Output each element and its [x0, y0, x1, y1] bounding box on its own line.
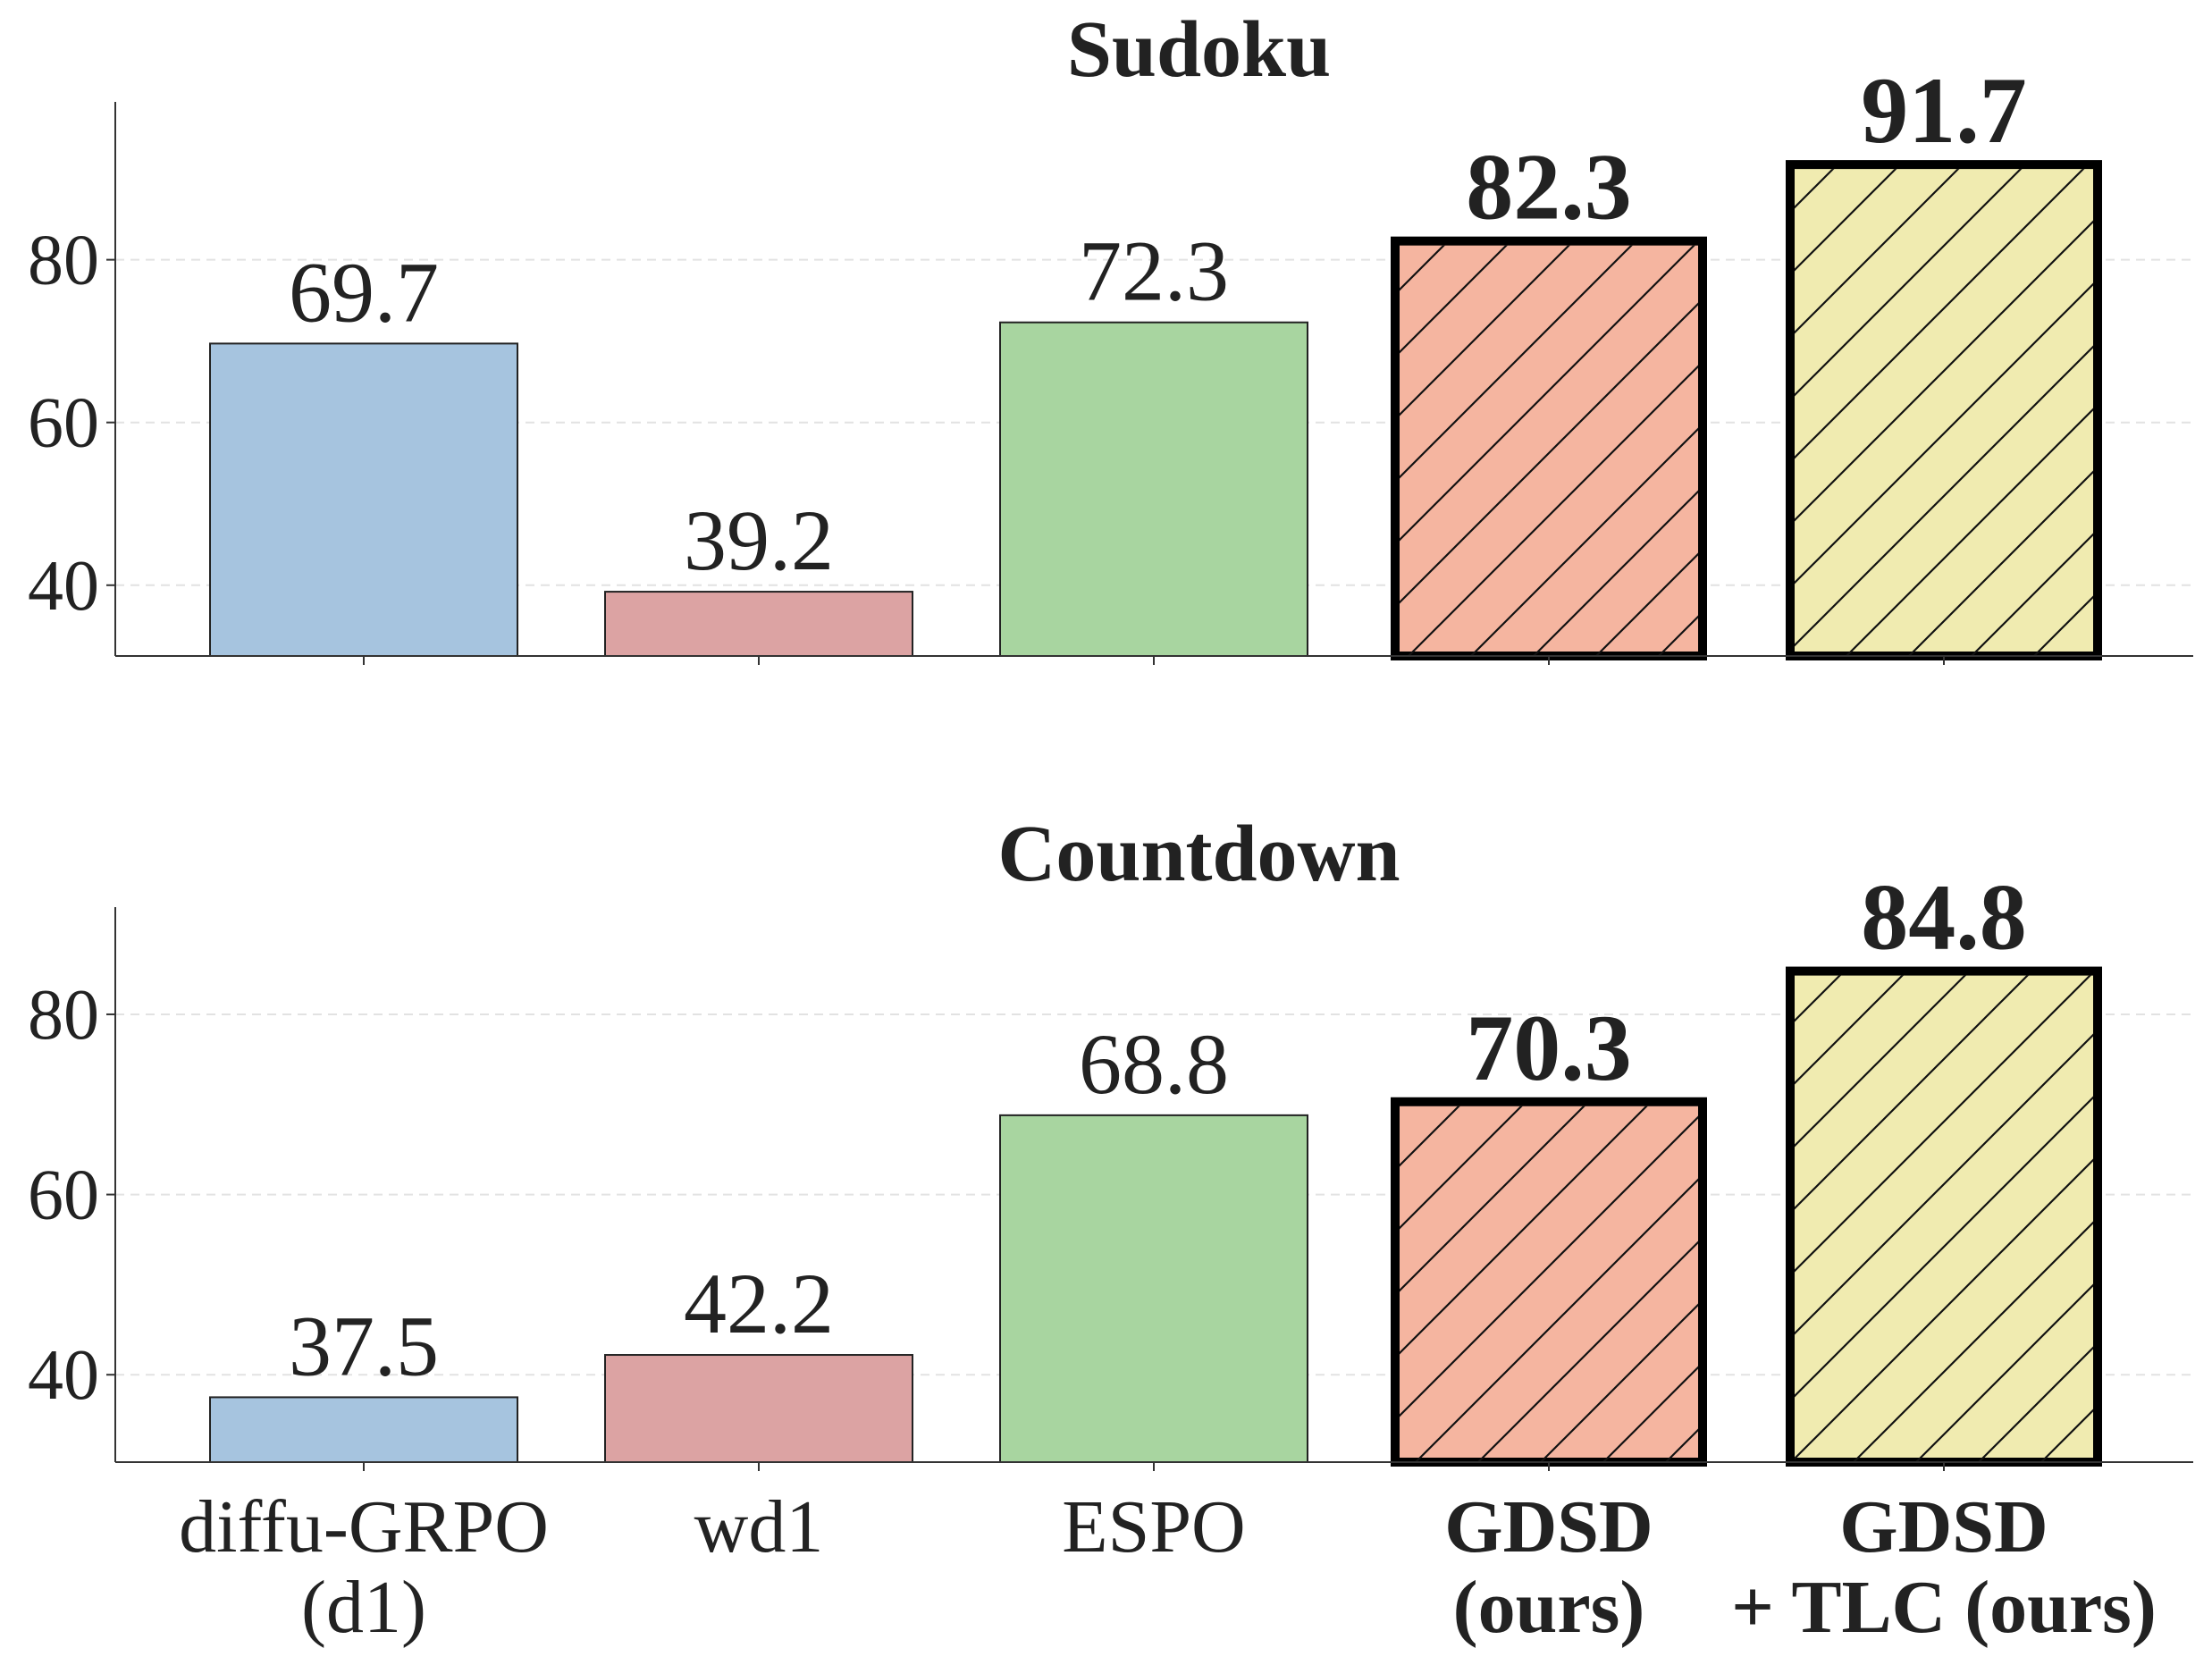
bar-hatch	[1400, 1106, 1698, 1462]
y-tick-label: 60	[28, 384, 99, 463]
bar-hatch	[1795, 169, 2093, 656]
x-tick-label-line: + TLC (ours)	[1731, 1566, 2157, 1649]
x-tick-label-line: (ours)	[1453, 1566, 1645, 1649]
x-tick-label-line: GDSD	[1444, 1485, 1653, 1568]
x-tick-label: diffu-GRPO (d1)	[179, 1485, 549, 1649]
y-tick-label: 40	[28, 1336, 99, 1415]
value-label: 42.2	[684, 1256, 834, 1351]
x-tick-label: ESPO	[1062, 1485, 1245, 1568]
value-label: 82.3	[1466, 135, 1632, 240]
bar	[209, 342, 518, 657]
y-tick-label: 80	[28, 222, 99, 300]
value-label: 37.5	[289, 1298, 439, 1393]
bar-hatch	[1400, 245, 1698, 656]
x-tick-label-line: ESPO	[1062, 1485, 1245, 1568]
bar-hatch	[1795, 975, 2093, 1462]
x-tick-label: wd1	[694, 1485, 824, 1568]
x-tick-label-line: GDSD	[1839, 1485, 2048, 1568]
value-label: 70.3	[1466, 996, 1632, 1100]
x-tick-label: GDSD + TLC (ours)	[1731, 1485, 2157, 1649]
y-tick-label: 60	[28, 1156, 99, 1235]
bar	[209, 1396, 518, 1463]
x-tick-label-line: (d1)	[301, 1566, 426, 1649]
value-label: 84.8	[1861, 865, 2027, 970]
bar	[604, 591, 913, 657]
chart-title: Countdown	[997, 810, 1400, 898]
y-tick-label: 40	[28, 547, 99, 626]
bar	[999, 321, 1308, 657]
bar	[999, 1114, 1308, 1463]
y-tick-label: 80	[28, 976, 99, 1055]
x-tick-label-line: diffu-GRPO	[179, 1485, 549, 1568]
x-tick-label: GDSD (ours)	[1444, 1485, 1653, 1649]
chart-title: Sudoku	[1067, 5, 1331, 94]
x-tick-label-line: wd1	[694, 1485, 824, 1568]
bar	[604, 1354, 913, 1463]
value-label: 72.3	[1079, 223, 1229, 319]
value-label: 91.7	[1861, 58, 2027, 163]
value-label: 39.2	[684, 492, 834, 588]
value-label: 68.8	[1079, 1016, 1229, 1112]
value-label: 69.7	[289, 244, 439, 340]
